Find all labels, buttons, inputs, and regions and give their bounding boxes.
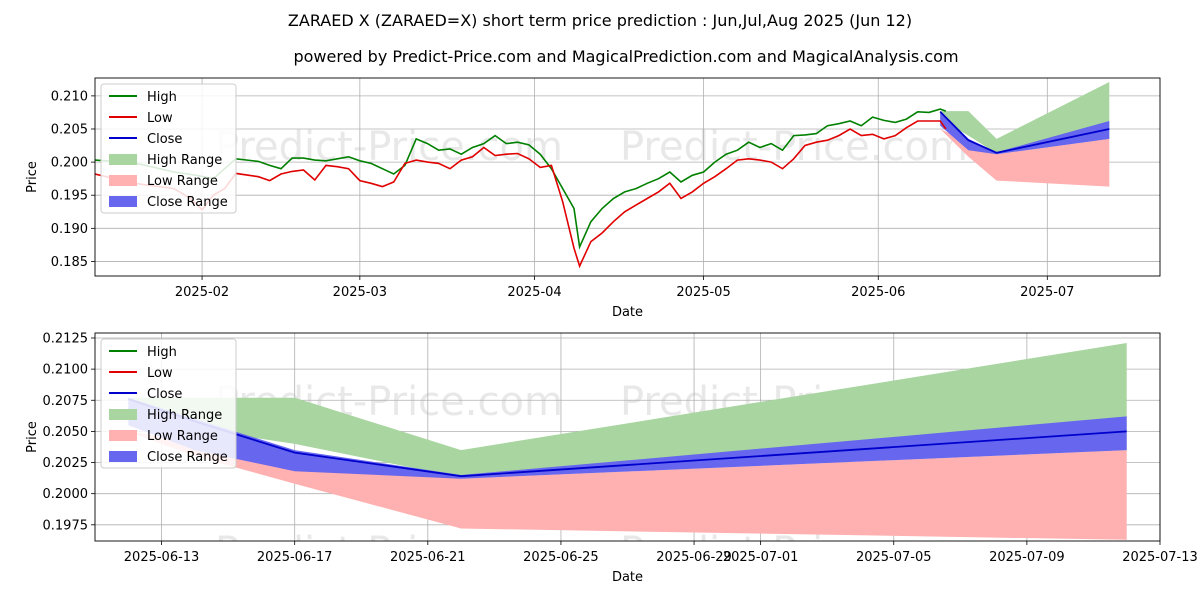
- watermark-text: Predict-Price.com: [215, 124, 563, 170]
- y-tick-label: 0.2100: [43, 363, 89, 378]
- legend-swatch-patch: [109, 451, 137, 462]
- plot-frame: [94, 77, 1161, 277]
- chart-subtitle: powered by Predict-Price.com and Magical…: [293, 47, 958, 66]
- y-tick-label: 0.190: [51, 222, 88, 237]
- legend-label: Low: [147, 111, 173, 126]
- legend-label: Close: [147, 387, 182, 402]
- low-series-line: [95, 120, 947, 269]
- x-tick-label: 2025-07: [1020, 285, 1074, 300]
- x-tick-label: 2025-07-13: [1122, 550, 1198, 565]
- y-tick-label: 0.2050: [43, 425, 89, 440]
- low-range-band: [128, 431, 1127, 540]
- watermark-text: Predict-Price.com: [620, 124, 968, 170]
- plot-area: [128, 343, 1127, 540]
- legend-label: Close: [147, 132, 182, 147]
- legend-swatch-patch: [109, 409, 137, 420]
- x-tick-label: 2025-07-09: [989, 550, 1065, 565]
- x-tick-label: 2025-03: [333, 285, 387, 300]
- y-tick-label: 0.2000: [43, 487, 89, 502]
- legend-label: High Range: [147, 408, 222, 423]
- x-tick-label: 2025-04: [507, 285, 561, 300]
- low-range-band: [940, 129, 1110, 187]
- x-tick-label: 2025-06-21: [390, 550, 466, 565]
- x-tick-label: 2025-02: [175, 285, 229, 300]
- y-axis-label: Price: [25, 421, 40, 453]
- chart-title: ZARAED X (ZARAED=X) short term price pre…: [288, 11, 912, 30]
- y-tick-label: 0.185: [51, 255, 88, 270]
- x-tick-label: 2025-06-25: [523, 550, 599, 565]
- legend-label: High: [147, 90, 177, 105]
- x-tick-label: 2025-06-29: [656, 550, 732, 565]
- watermark-text: Predict-Price.com: [215, 274, 563, 320]
- legend-label: Low Range: [147, 429, 218, 444]
- legend-swatch-patch: [109, 154, 137, 165]
- y-tick-label: 0.200: [51, 156, 88, 171]
- x-axis-label: Date: [612, 305, 643, 320]
- y-tick-label: 0.205: [51, 122, 88, 137]
- legend-swatch-patch: [109, 175, 137, 186]
- y-axis-label: Price: [25, 161, 40, 193]
- watermark-text: Predict-Price.com: [620, 274, 968, 320]
- close-range-band: [128, 397, 1127, 479]
- y-tick-label: 0.2025: [43, 456, 89, 471]
- y-tick-label: 0.195: [51, 189, 88, 204]
- legend-label: Low: [147, 366, 173, 381]
- x-tick-label: 2025-06: [851, 285, 905, 300]
- top-panel: Predict-Price.com Predict-Price.com Predic…: [25, 77, 1161, 320]
- y-tick-label: 0.210: [51, 89, 88, 104]
- x-tick-label: 2025-07-01: [723, 550, 799, 565]
- close-series-line: [939, 111, 1110, 154]
- y-tick-label: 0.1975: [43, 518, 89, 533]
- x-tick-label: 2025-06-17: [257, 550, 333, 565]
- legend-label: Close Range: [147, 450, 228, 465]
- legend-label: High: [147, 345, 177, 360]
- legend-swatch-patch: [109, 430, 137, 441]
- x-tick-label: 2025-06-13: [124, 550, 200, 565]
- y-tick-label: 0.2075: [43, 394, 89, 409]
- watermark-text: Predict-Price.com: [215, 529, 563, 575]
- legend-swatch-patch: [109, 196, 137, 207]
- plot-area: [95, 82, 1110, 269]
- high-series-line: [95, 108, 947, 250]
- x-axis-label: Date: [612, 570, 643, 585]
- legend-label: High Range: [147, 153, 222, 168]
- legend-label: Low Range: [147, 174, 218, 189]
- plot-frame: [94, 332, 1161, 542]
- x-tick-label: 2025-07-05: [856, 550, 932, 565]
- x-tick-label: 2025-05: [676, 285, 730, 300]
- legend-label: Close Range: [147, 195, 228, 210]
- close-range-band: [940, 111, 1110, 155]
- y-tick-label: 0.2125: [43, 331, 89, 346]
